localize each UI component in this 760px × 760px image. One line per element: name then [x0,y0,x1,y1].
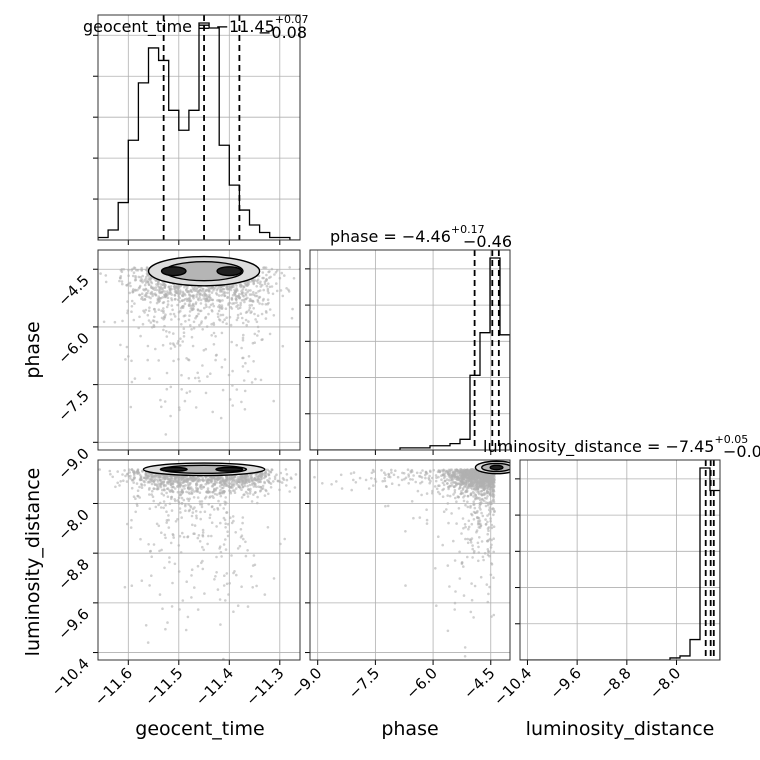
hist-bins [98,15,300,240]
x-tick-label: −11.6 [91,664,136,709]
y-tick-label: −10.4 [48,655,93,700]
scatter-points [99,255,300,436]
x-axis-label-phase: phase [381,718,438,740]
density-contour-inner [160,266,187,277]
hist-step [98,22,300,240]
title-geocent-time-sub: −0.08 [258,23,307,42]
scatter-points [313,460,510,658]
x-tick-label: −8.8 [596,664,634,702]
x-axis-label-luminosity-distance: luminosity_distance [526,718,715,740]
2d-panel-phase-vs-luminosity-distance: −9.0 −7.5 −6.0 −4.5 [287,459,511,703]
title-luminosity-distance-sub: −0.08 [723,442,760,461]
title-luminosity-distance: luminosity_distance = −7.45+0.05 [483,433,748,457]
x-tick-label: −6.0 [402,664,440,702]
x-tick-label: −9.6 [546,664,584,702]
y-axis-label-luminosity-distance: luminosity_distance [22,468,44,657]
hist-bins [520,460,720,660]
y-tick-label: −6.0 [54,329,92,367]
hist-step [520,467,720,660]
2d-panel-geocent-time-vs-luminosity-distance: −10.4 −9.6 −8.8 −8.0 −11.6 −11.5 −11.4 −11.3 [48,459,301,709]
x-tick-label: −8.0 [646,664,684,702]
y-tick-label: −9.0 [54,444,92,482]
panel-border [97,249,301,451]
x-tick-label: −7.5 [345,664,383,702]
2d-panel-geocent-time-vs-phase: −9.0 −7.5 −6.0 −4.5 [54,249,301,483]
density-contour-inner [216,266,243,277]
x-tick-label: −11.5 [141,664,186,709]
panel-border [309,249,511,451]
y-tick-label: −9.6 [54,605,92,643]
y-tick-label: −4.5 [54,271,92,309]
title-phase: phase = −4.46+0.17 [330,223,485,246]
density-contour-inner [489,464,504,471]
hist-panel-luminosity-distance: −10.4 −9.6 −8.8 −8.0 [490,459,721,709]
x-tick-label: −11.3 [242,664,287,709]
y-tick-label: −7.5 [54,387,92,425]
x-axis-label-geocent-time: geocent_time [135,718,264,740]
density-contour-inner [159,466,188,472]
title-geocent-time-sup: +0.07 [275,13,309,26]
title-geocent-time-main: geocent_time = −11.45 [83,17,275,37]
title-phase-main: phase = −4.46 [330,227,451,246]
hist-step [310,257,510,450]
title-luminosity-distance-main: luminosity_distance = −7.45 [483,437,714,457]
y-axis-label-phase: phase [22,321,44,378]
x-tick-label: −11.4 [192,664,237,709]
hist-panel-phase [305,249,511,455]
panel-border [519,459,721,661]
title-geocent-time: geocent_time = −11.45+0.07 [83,13,309,37]
title-luminosity-distance-sup: +0.05 [714,433,748,446]
title-phase-sup: +0.17 [451,223,485,236]
y-tick-label: −8.8 [54,555,92,593]
x-tick-label: −10.4 [490,664,535,709]
panel-border [97,14,301,241]
x-tick-label: −9.0 [287,664,325,702]
scatter-points [98,462,298,660]
panel-border [309,459,511,661]
hist-bins [310,250,510,450]
panel-border [97,459,301,661]
hist-panel-geocent-time [93,14,301,245]
y-tick-label: −8.0 [54,506,92,544]
title-phase-sub: −0.46 [463,232,512,251]
density-contour-inner [215,466,244,472]
